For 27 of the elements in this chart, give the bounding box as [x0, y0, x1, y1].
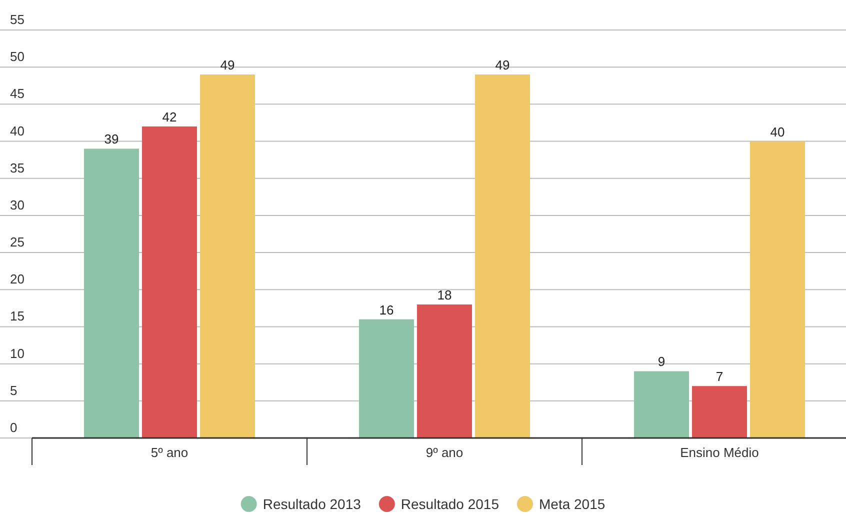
data-label: 9: [658, 354, 666, 370]
data-label: 39: [104, 132, 119, 147]
data-label: 18: [437, 287, 452, 302]
data-label: 49: [220, 58, 235, 73]
y-tick-label: 10: [10, 346, 24, 361]
y-tick-label: 55: [10, 12, 24, 27]
legend-label: Resultado 2013: [262, 496, 362, 512]
y-tick-label: 45: [10, 86, 24, 102]
data-label: 40: [770, 124, 785, 140]
legend-label: Resultado 2015: [400, 496, 500, 512]
y-tick-label: 15: [10, 308, 24, 324]
y-tick-label: 30: [10, 197, 24, 212]
y-tick-label: 40: [10, 123, 24, 138]
x-tick-label: Ensino Médio: [680, 445, 759, 460]
data-label: 42: [162, 109, 177, 124]
data-label: 16: [379, 302, 394, 318]
data-label: 7: [716, 369, 724, 384]
x-tick-label: 5º ano: [150, 445, 188, 460]
y-tick-label: 20: [10, 272, 24, 287]
x-tick-label: 9º ano: [426, 445, 464, 460]
y-tick-label: 0: [10, 420, 18, 435]
y-tick-label: 25: [10, 234, 24, 250]
y-tick-label: 35: [10, 160, 24, 176]
legend-label: Meta 2015: [538, 496, 606, 512]
y-tick-label: 5: [10, 382, 18, 398]
data-label: 49: [495, 58, 510, 73]
y-tick-label: 50: [10, 49, 24, 64]
